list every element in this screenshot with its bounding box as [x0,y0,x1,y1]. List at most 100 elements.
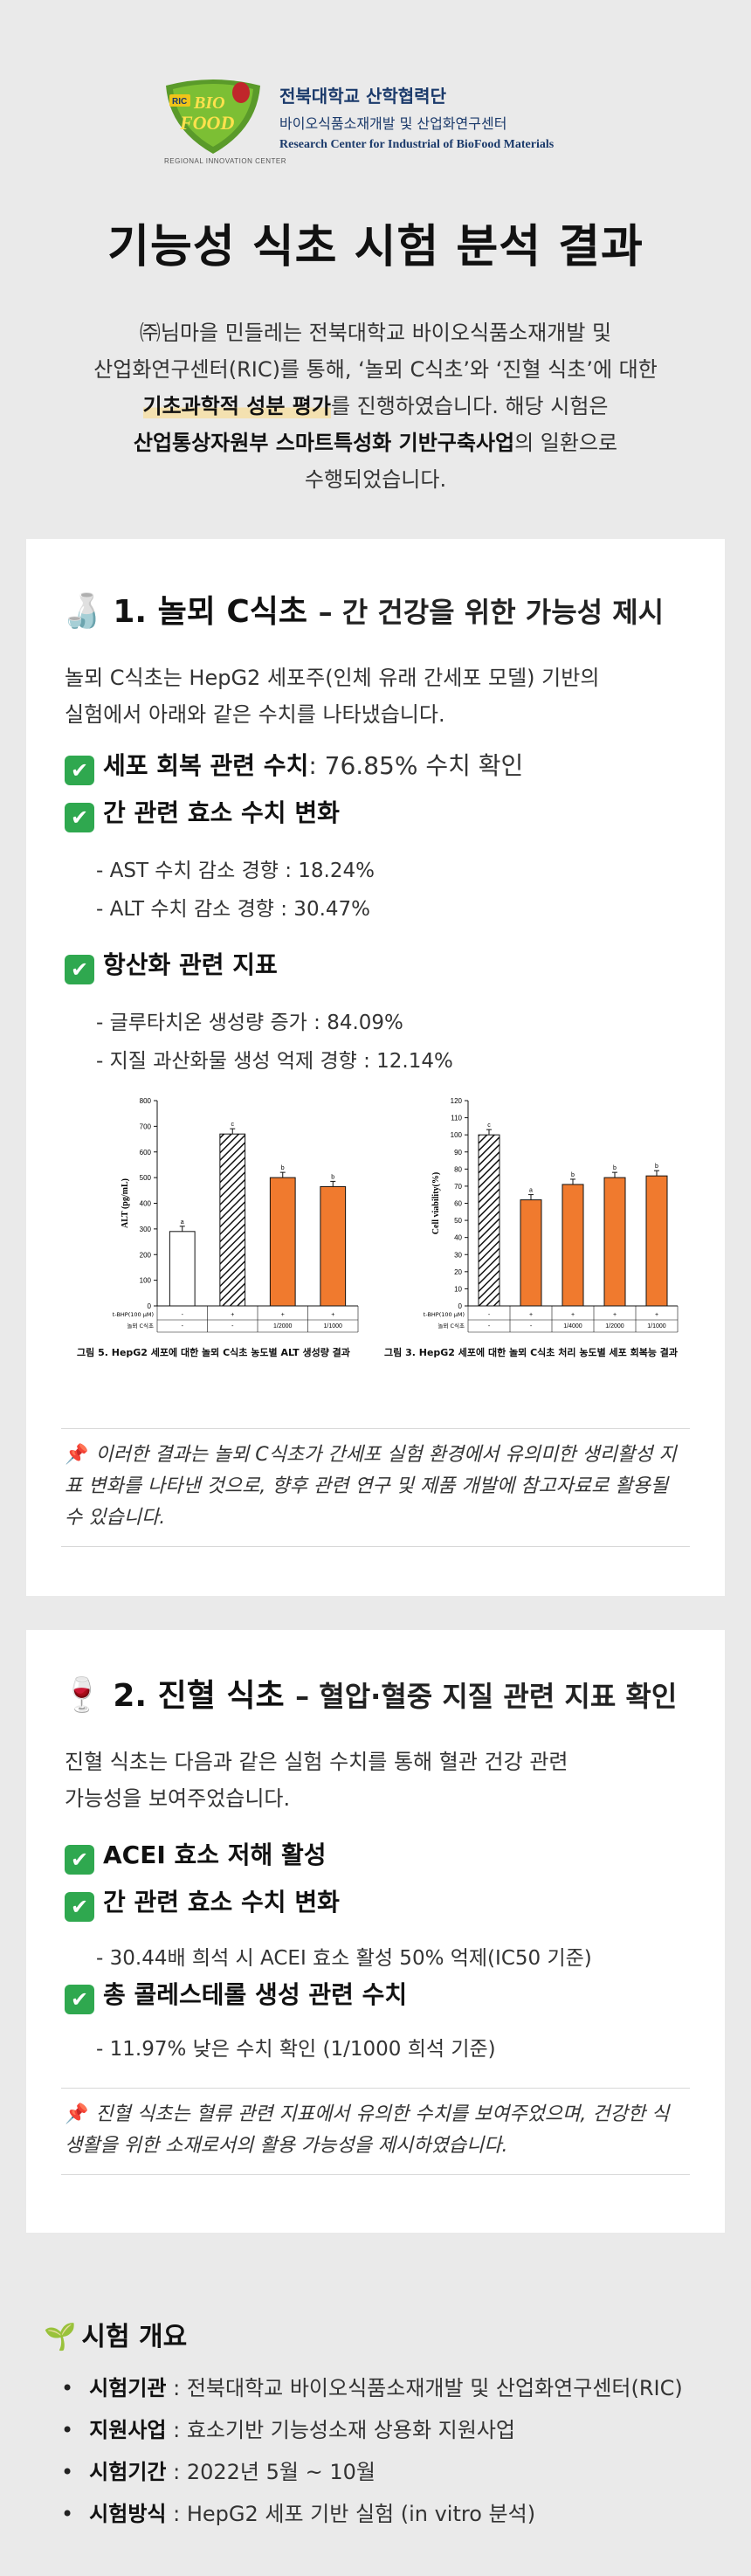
center-name-english: Research Center for Industrial of BioFoo… [279,138,555,151]
category-label-row1: + [655,1312,658,1318]
ast-value: - AST 수치 감소 경향 : 18.24% [96,860,375,882]
significance-label: b [331,1174,334,1180]
category-label-row2: 1/2000 [273,1323,293,1329]
pushpin-icon: 📌 [65,2103,89,2125]
significance-label: c [487,1122,491,1129]
significance-label: a [529,1188,533,1194]
chart2-caption: 그림 3. HepG2 세포에 대한 놀뫼 C식초 처리 농도별 세포 회복능 … [384,1347,679,1358]
section-card-jinhyeol: 🍷 2. 진혈 식초 – 혈압·혈중 지질 관련 지표 확인 진혈 식초는 다음과… [26,1630,725,2233]
check-item-antioxidant: ✔ 항산화 관련 지표 [65,946,278,984]
section1-note: 📌 이러한 결과는 놀뫼 C식초가 간세포 실험 환경에서 유의미한 생리활성 지… [61,1428,690,1547]
y-tick-label: 100 [451,1131,463,1139]
check-item-liver-enzyme: ✔ 간 관련 효소 수치 변화 [65,794,340,832]
category-label-row2: 1/1000 [324,1323,343,1329]
significance-label: b [655,1164,658,1170]
overview-item: 시험기간 : 2022년 5월 ~ 10월 [61,2451,683,2493]
y-tick-label: 70 [454,1183,462,1191]
glutathione-value: - 글루타치온 생성량 증가 : 84.09% [96,1012,403,1034]
section2-description: 진혈 식초는 다음과 같은 실험 수치를 통해 혈관 건강 관련 가능성을 보여… [65,1750,568,1811]
category-label-row1: - [488,1312,491,1318]
overview-item: 시험기관 : 전북대학교 바이오식품소재개발 및 산업화연구센터(RIC) [61,2367,683,2409]
row-label: t-BHP(100 μM) [113,1311,154,1318]
y-tick-label: 60 [454,1200,462,1208]
page-title: 기능성 식초 시험 분석 결과 [107,221,644,273]
seedling-icon: 🌱 [44,2322,77,2352]
y-tick-label: 20 [454,1268,462,1276]
biofood-logo: RIC BIO FOOD [166,79,260,154]
y-tick-label: 110 [451,1115,462,1122]
category-label-row2: - [231,1323,234,1329]
row-label: t-BHP(100 μM) [424,1311,465,1318]
category-label-row2: - [488,1323,491,1329]
checkmark-icon: ✔ [65,1892,94,1922]
bar [169,1231,196,1307]
y-tick-label: 0 [148,1302,152,1310]
category-label-row2: - [530,1323,533,1329]
intro-line: 수행되었습니다. [304,467,447,492]
acei-value: - 30.44배 희석 시 ACEI 효소 활성 50% 억제(IC50 기준) [96,1947,592,1970]
y-tick-label: 400 [140,1200,152,1208]
section1-description: 놀뫼 C식초는 HepG2 세포주(인체 유래 간세포 모델) 기반의 실험에서… [65,666,600,727]
intro-line: ㈜님마을 민들레는 전북대학교 바이오식품소재개발 및 [139,321,612,345]
overview-item: 시험방식 : HepG2 세포 기반 실험 (in vitro 분석) [61,2493,683,2535]
pushpin-icon: 📌 [65,1444,89,1466]
bar [478,1134,500,1307]
category-label-row1: - [182,1312,184,1318]
y-tick-label: 90 [454,1149,462,1157]
section-card-nolmoe: 🍶 1. 놀뫼 C식초 – 간 건강을 위한 가능성 제시 놀뫼 C식초는 Hep… [26,539,725,1596]
row-label: 놀뫼 C식초 [127,1322,154,1329]
bar [603,1177,626,1307]
section2-note: 📌 진혈 식초는 혈류 관련 지표에서 유의한 수치를 보여주었으며, 건강한 식… [61,2088,690,2175]
category-label-row1: + [281,1312,285,1318]
intro-line: 산업통상자원부 스마트특성화 기반구축사업의 일환으로 [133,431,618,455]
y-tick-label: 100 [140,1277,152,1285]
significance-label: b [281,1165,285,1171]
logo-subtitle: REGIONAL INNOVATION CENTER [164,157,286,165]
svg-text:FOOD: FOOD [179,112,234,134]
bottle-icon: 🍶 [61,591,103,630]
logo-ric-text: RIC [172,97,187,107]
y-tick-label: 50 [454,1217,462,1225]
overview-item: 지원사업 : 효소기반 기능성소재 상용화 지원사업 [61,2409,683,2451]
category-label-row1: + [571,1312,575,1318]
section2-subtitle: – 혈압·혈중 지질 관련 지표 확인 [295,1680,678,1713]
overview-title: 🌱 시험 개요 [44,2322,188,2352]
check-item-cholesterol: ✔ 총 콜레스테롤 생성 관련 수치 [65,1976,407,2014]
bar [562,1184,584,1307]
row-label: 놀뫼 C식초 [438,1322,465,1329]
bar [645,1175,668,1307]
check-item-acei: ✔ ACEI 효소 저해 활성 [65,1836,327,1875]
y-tick-label: 600 [140,1149,152,1157]
category-label-row2: 1/1000 [647,1323,666,1329]
section1-subtitle: – 간 건강을 위한 가능성 제시 [318,596,665,629]
y-tick-label: 300 [140,1226,152,1233]
intro-bold: 산업통상자원부 스마트특성화 기반구축사업 [133,431,515,455]
bar [520,1199,542,1307]
overview-list: 시험기관 : 전북대학교 바이오식품소재개발 및 산업화연구센터(RIC) 지원… [61,2367,683,2535]
category-label-row2: - [182,1323,184,1329]
section1-title: 🍶 1. 놀뫼 C식초 – 간 건강을 위한 가능성 제시 [61,591,665,630]
wine-glass-icon: 🍷 [61,1675,103,1714]
significance-label: c [231,1122,235,1128]
bar [320,1185,347,1307]
y-tick-label: 30 [454,1251,462,1259]
lipid-peroxide-value: - 지질 과산화물 생성 억제 경향 : 12.14% [96,1050,453,1073]
header-logo-block: RIC BIO FOOD REGIONAL INNOVATION CENTER … [161,70,597,175]
y-axis-label: ALT (pg/mL) [121,1178,130,1228]
section2-title: 🍷 2. 진혈 식초 – 혈압·혈중 지질 관련 지표 확인 [61,1675,678,1714]
intro-highlight: 기초과학적 성분 평가 [142,394,331,418]
y-tick-label: 40 [454,1234,462,1242]
y-tick-label: 80 [454,1165,462,1173]
check-item-cell-recovery: ✔ 세포 회복 관련 수치: 76.85% 수치 확인 [65,747,523,785]
category-label-row1: + [231,1312,234,1318]
y-tick-label: 700 [140,1122,152,1130]
intro-line: 산업화연구센터(RIC)를 통해, ‘놀뫼 C식초’와 ‘진혈 식초’에 대한 [93,357,658,382]
center-name: 바이오식품소재개발 및 산업화연구센터 [279,115,507,132]
y-tick-label: 200 [140,1251,152,1259]
cholesterol-value: - 11.97% 낮은 수치 확인 (1/1000 희석 기준) [96,2038,496,2061]
category-label-row1: + [529,1312,533,1318]
y-tick-label: 800 [140,1097,152,1105]
org-name: 전북대학교 산학협력단 [279,86,446,107]
checkmark-icon: ✔ [65,955,94,984]
